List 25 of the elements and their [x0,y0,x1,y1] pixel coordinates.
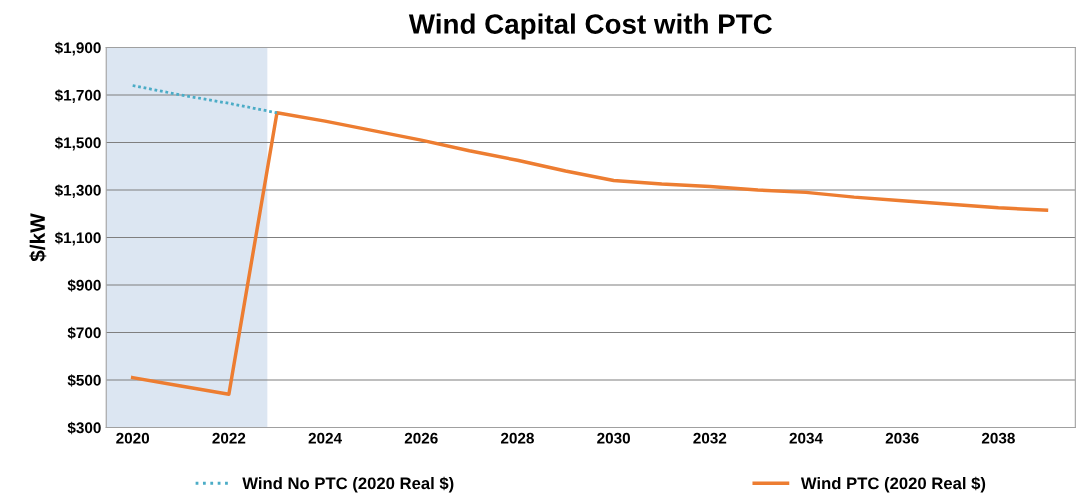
x-tick-label: 2020 [116,432,150,444]
line-series [130,111,1049,396]
y-tick-label: $900 [67,279,101,292]
y-tick-label: $300 [67,421,101,435]
y-tick-label: $1,500 [54,136,101,151]
y-tick-label: $500 [67,374,101,387]
y-tick-label: $1,700 [54,89,101,103]
x-tick-label: 2024 [308,432,342,444]
x-tick-label: 2034 [789,432,823,444]
y-tick-label: $1,900 [54,41,101,56]
chart-title: Wind Capital Cost with PTC [408,13,772,40]
x-tick-label: 2032 [693,432,727,444]
line-series [131,84,279,115]
x-tick-label: 2038 [981,432,1015,444]
x-tick-label: 2036 [885,432,919,444]
x-tick-label: 2030 [597,432,630,444]
legend-label: Wind PTC (2020 Real $) [800,476,986,493]
y-axis-title: $/kW [29,213,47,262]
legend-label: Wind No PTC (2020 Real $) [242,476,454,493]
y-tick-label: $1,100 [54,231,101,246]
y-tick-label: $700 [67,326,101,340]
x-tick-label: 2028 [500,432,534,444]
x-tick-label: 2022 [212,432,246,444]
y-tick-label: $1,300 [54,184,101,198]
x-tick-label: 2026 [404,432,438,444]
